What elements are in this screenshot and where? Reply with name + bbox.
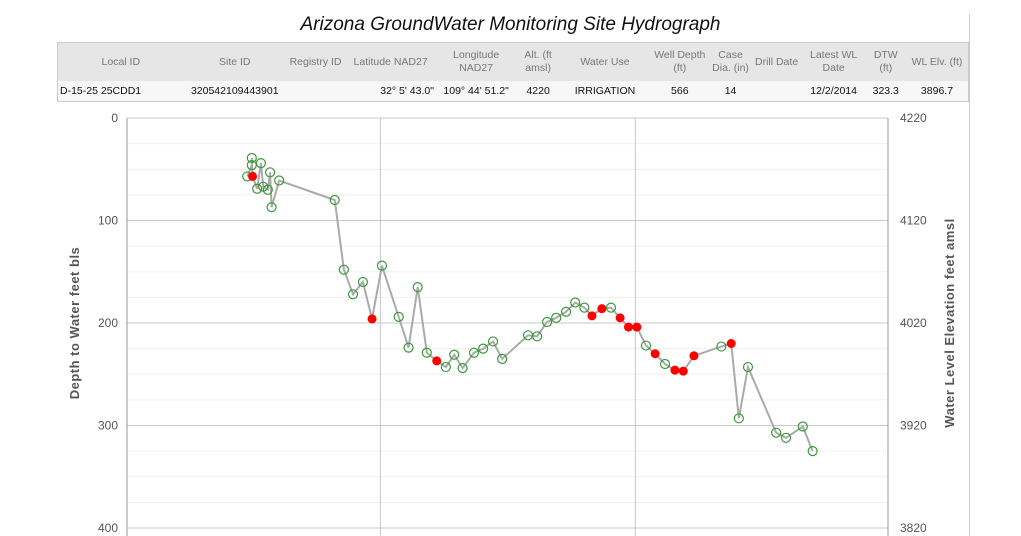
- table-header: Longitude NAD27: [435, 42, 517, 81]
- data-point: [264, 167, 276, 178]
- table-header: Well Depth (ft): [649, 42, 710, 81]
- y-tick-label: 300: [98, 419, 118, 433]
- data-point: [403, 342, 414, 353]
- y-tick-label: 100: [98, 214, 118, 228]
- data-point: [449, 349, 460, 360]
- data-point-filled: [615, 313, 625, 323]
- data-point: [478, 343, 489, 354]
- table-header: Alt. (ft amsl): [516, 42, 561, 81]
- table-cell: 12/2/2014: [801, 81, 866, 102]
- data-point-filled: [623, 322, 633, 332]
- data-point: [716, 341, 727, 352]
- table-header: Registry ID: [285, 42, 346, 81]
- table-cell: 4220: [516, 81, 561, 102]
- table-header: Case Dia. (in): [709, 42, 752, 81]
- data-point-filled: [432, 356, 442, 366]
- data-point: [262, 184, 273, 195]
- y-tick-label: 400: [98, 521, 118, 535]
- data-point-filled: [367, 314, 377, 324]
- table-cell: IRRIGATION: [560, 81, 650, 102]
- page-divider: [969, 14, 970, 536]
- data-point: [579, 302, 590, 313]
- table-header: Latitude NAD27: [345, 42, 436, 81]
- table-cell: D-15-25 25CDD1: [57, 81, 184, 102]
- data-point: [570, 297, 581, 308]
- data-point: [640, 340, 652, 351]
- table-header: DTW (ft): [865, 42, 906, 81]
- data-point-filled: [650, 349, 660, 359]
- data-point-filled: [632, 322, 642, 332]
- table-cell: 109° 44' 51.2": [435, 81, 517, 102]
- table-cell: 14: [709, 81, 752, 102]
- y2-tick-label: 4020: [900, 316, 927, 330]
- y2-axis-label: Water Level Elevation feet amsl: [942, 218, 957, 427]
- data-point: [274, 175, 285, 186]
- data-point: [468, 347, 480, 358]
- series-line: [246, 157, 814, 452]
- table-cell: [285, 81, 346, 102]
- y-tick-label: 0: [111, 111, 118, 125]
- y2-tick-label: 4220: [900, 111, 927, 125]
- y2-tick-label: 3920: [900, 419, 927, 433]
- table-cell: 3896.7: [905, 81, 969, 102]
- table-cell: 32° 5' 43.0": [345, 81, 436, 102]
- y-axis-label: Depth to Water feet bls: [67, 247, 82, 400]
- data-point-filled: [726, 339, 736, 348]
- y2-tick-label: 4120: [900, 214, 927, 228]
- data-point: [357, 276, 369, 288]
- table-cell: [751, 81, 802, 102]
- table-header: Local ID: [57, 42, 184, 81]
- data-point: [246, 152, 257, 164]
- data-point: [487, 336, 499, 347]
- data-point: [347, 289, 359, 300]
- data-point: [771, 427, 782, 438]
- data-point-filled: [587, 311, 597, 321]
- site-info-table: Local ID Site ID Registry ID Latitude NAD27…: [57, 42, 969, 102]
- data-point: [376, 260, 388, 271]
- data-point: [551, 312, 562, 323]
- y-tick-label: 200: [98, 316, 118, 330]
- data-point-filled: [248, 171, 258, 181]
- data-point: [266, 202, 277, 213]
- data-point: [605, 302, 617, 313]
- data-point: [329, 194, 340, 206]
- data-point: [797, 421, 808, 432]
- data-point: [807, 446, 818, 457]
- data-point: [440, 361, 451, 373]
- data-point: [393, 311, 404, 322]
- data-point: [780, 432, 792, 443]
- data-point: [338, 264, 349, 275]
- data-point-filled: [597, 304, 607, 314]
- data-point-filled: [670, 365, 680, 375]
- data-point: [457, 363, 468, 374]
- data-point: [532, 331, 543, 342]
- data-point-filled: [689, 351, 699, 361]
- data-point: [742, 361, 754, 373]
- data-point: [541, 316, 553, 328]
- data-point: [421, 347, 432, 358]
- chart-title: Arizona GroundWater Monitoring Site Hydr…: [300, 14, 721, 35]
- y2-tick-label: 3820: [900, 521, 927, 535]
- table-header: Site ID: [183, 42, 286, 81]
- table-header: Latest WL Date: [801, 42, 866, 81]
- table-cell: 323.3: [865, 81, 906, 102]
- table-header: Drill Date: [751, 42, 802, 81]
- table-cell: 320542109443901: [183, 81, 286, 102]
- table-header: Water Use: [560, 42, 650, 81]
- data-point: [497, 353, 508, 364]
- table-header: WL Elv. (ft): [905, 42, 969, 81]
- data-point: [733, 413, 744, 424]
- data-point: [255, 158, 267, 169]
- data-point: [252, 183, 263, 194]
- data-point: [560, 306, 572, 317]
- data-point: [412, 282, 423, 293]
- data-point: [659, 358, 671, 370]
- data-point-filled: [678, 366, 688, 376]
- table-cell: 566: [649, 81, 710, 102]
